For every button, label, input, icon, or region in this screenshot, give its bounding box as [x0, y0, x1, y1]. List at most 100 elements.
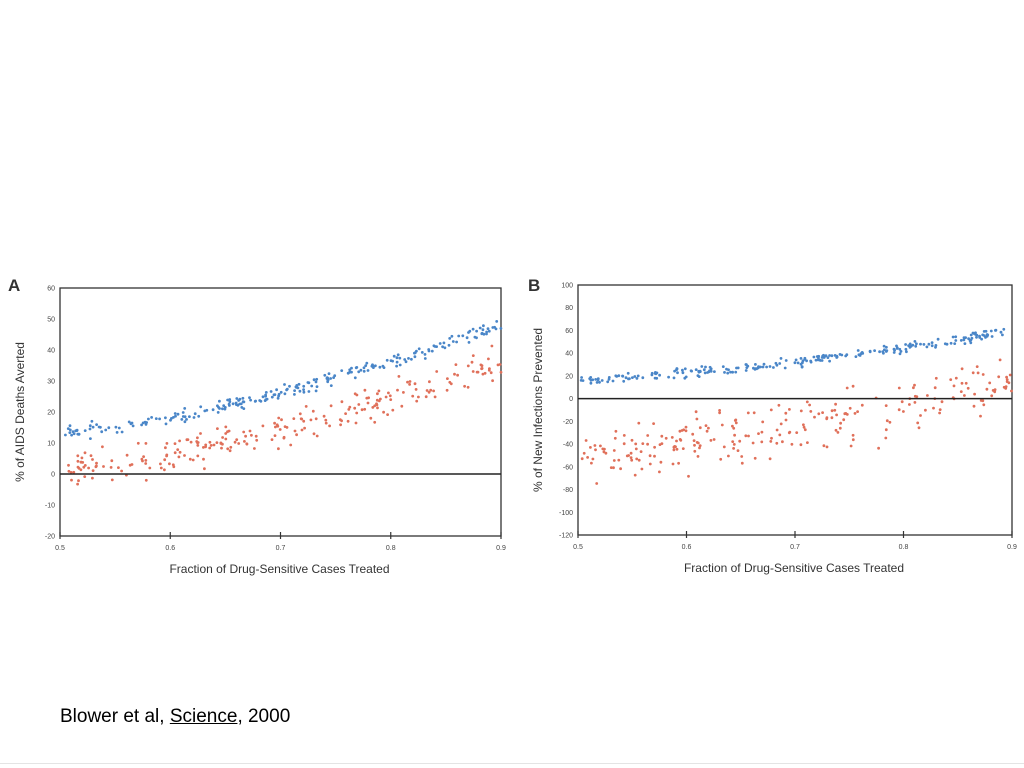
data-point [499, 370, 503, 374]
data-point [612, 449, 616, 452]
data-point [762, 362, 766, 366]
data-point [768, 365, 772, 368]
data-point [915, 342, 918, 346]
data-point [295, 386, 298, 389]
data-point [966, 386, 970, 390]
data-point [300, 428, 304, 432]
data-point [733, 433, 736, 437]
data-point [396, 388, 399, 392]
panel-label-b: B [528, 276, 541, 295]
data-point [617, 374, 621, 378]
data-point [376, 406, 379, 410]
data-point [188, 415, 191, 418]
data-point [285, 388, 288, 392]
citation-authors: Blower et al, [60, 706, 165, 727]
data-point [178, 450, 182, 454]
data-point [709, 369, 713, 373]
data-point [853, 412, 857, 415]
data-point [371, 406, 375, 409]
data-point [723, 371, 726, 374]
data-point [744, 369, 748, 372]
data-point [695, 441, 699, 444]
data-point [344, 412, 347, 415]
data-point [306, 381, 310, 384]
data-point [339, 423, 342, 427]
data-point [470, 360, 474, 364]
data-point [672, 376, 676, 380]
data-point [795, 431, 799, 434]
data-point [904, 343, 907, 346]
data-point [406, 380, 409, 384]
data-point [302, 384, 306, 388]
data-point [835, 355, 839, 359]
data-point [908, 403, 911, 406]
data-point [363, 407, 367, 411]
data-point [199, 432, 202, 435]
data-point [726, 371, 730, 375]
data-point [430, 349, 434, 353]
data-point [580, 457, 584, 461]
data-point [357, 403, 361, 406]
data-point [235, 397, 239, 400]
data-point [594, 448, 597, 452]
data-point [648, 454, 652, 458]
data-point [637, 458, 641, 462]
data-point [279, 390, 283, 394]
data-point [64, 433, 67, 437]
data-point [899, 350, 903, 353]
data-point [386, 413, 389, 416]
data-point [683, 367, 687, 371]
data-point [264, 394, 267, 398]
data-point [590, 461, 593, 465]
data-point [809, 359, 813, 363]
data-point [181, 411, 185, 414]
data-point [372, 366, 375, 369]
data-point [242, 407, 246, 410]
data-point [292, 417, 296, 420]
data-point [617, 458, 621, 462]
data-point [772, 366, 775, 369]
data-point [253, 447, 256, 450]
data-point [70, 433, 73, 437]
data-point [275, 388, 278, 392]
y-tick-label: 50 [47, 317, 55, 324]
data-point [999, 330, 1003, 334]
data-point [142, 455, 146, 458]
data-point [478, 326, 482, 330]
data-point [76, 454, 80, 458]
data-point [700, 365, 704, 368]
data-point [357, 370, 361, 374]
data-point [115, 431, 119, 434]
data-point [851, 384, 855, 388]
data-point [845, 386, 849, 390]
data-point [363, 388, 367, 392]
data-point [102, 465, 105, 468]
data-point [731, 370, 734, 374]
data-point [877, 446, 880, 450]
data-point [849, 444, 853, 448]
data-point [973, 392, 976, 396]
data-point [332, 376, 335, 379]
data-point [591, 457, 595, 461]
data-point [900, 400, 904, 404]
data-point [476, 370, 480, 374]
data-point [817, 356, 820, 360]
data-point [784, 418, 788, 422]
data-point [835, 413, 838, 417]
data-point [805, 400, 809, 404]
data-point [793, 361, 797, 365]
data-point [411, 394, 415, 398]
data-point [461, 334, 465, 338]
data-point [120, 469, 123, 473]
data-point [269, 390, 273, 393]
data-point [224, 425, 228, 429]
citation-year: , 2000 [237, 706, 291, 727]
x-tick-label: 0.7 [790, 544, 800, 551]
data-point [109, 466, 113, 469]
data-point [403, 358, 407, 361]
data-point [833, 354, 837, 357]
citation: Blower et al, Science, 2000 [60, 706, 290, 728]
data-point [490, 344, 494, 348]
data-point [734, 421, 738, 425]
data-point [238, 397, 242, 401]
